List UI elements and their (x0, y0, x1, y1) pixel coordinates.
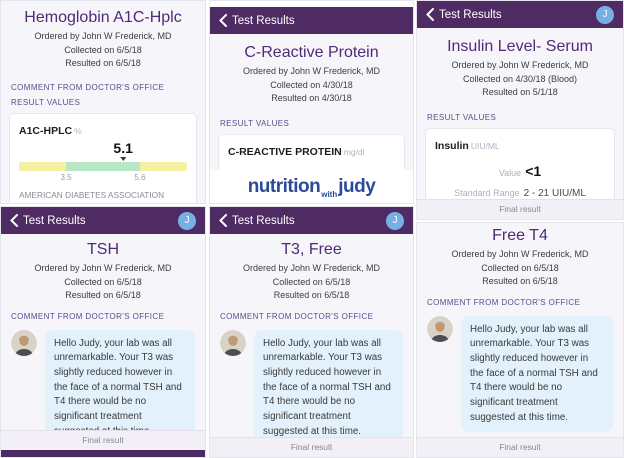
back-chevron-icon (219, 214, 227, 227)
final-result-status: Final result (417, 437, 623, 457)
resulted-on: Resulted on 6/5/18 (65, 290, 141, 300)
standard-range-value: 2 - 21 UIU/ML (523, 187, 586, 199)
ordered-by: Ordered by John W Frederick, MD (451, 60, 589, 70)
doctor-comment: Hello Judy, your lab was all unremarkabl… (220, 329, 403, 447)
result-notes: AMERICAN DIABETES ASSOCIATION GUIDELINES… (19, 189, 165, 204)
result-name: A1C-HPLC (19, 124, 73, 137)
comment-bubble: Hello Judy, your lab was all unremarkabl… (45, 329, 195, 447)
profile-avatar[interactable]: J (386, 211, 404, 230)
ordered-by: Ordered by John W Frederick, MD (34, 31, 172, 41)
bottom-bar (1, 450, 205, 457)
result-card: A1C-HPLC% 5.1 3.5 5.6 AMERICAN DIABETES … (9, 112, 197, 204)
page-title: C-Reactive Protein (244, 44, 379, 61)
result-value: <1 (525, 162, 542, 179)
resulted-on: Resulted on 5/1/18 (482, 87, 558, 97)
result-unit: % (74, 125, 82, 136)
nav-title: Test Results (232, 214, 295, 227)
panel-tsh: Test Results J TSH Ordered by John W Fre… (0, 206, 206, 458)
resulted-on: Resulted on 4/30/18 (271, 93, 352, 103)
page-title: Hemoglobin A1C-Hplc (24, 9, 182, 26)
comment-bubble: Hello Judy, your lab was all unremarkabl… (461, 315, 613, 433)
ordered-by: Ordered by John W Frederick, MD (242, 66, 381, 76)
back-button[interactable]: Test Results (219, 14, 295, 27)
back-button[interactable]: Test Results (10, 214, 86, 227)
panel-hemoglobin-a1c: Hemoglobin A1C-Hplc Ordered by John W Fr… (0, 0, 206, 204)
watermark-logo: nutrition with judy (210, 170, 413, 203)
comment-section-label: COMMENT FROM DOCTOR'S OFFICE (220, 311, 374, 321)
panel-insulin-serum: Test Results J Insulin Level- Serum Orde… (416, 0, 624, 220)
page-title: Insulin Level- Serum (447, 38, 593, 55)
doctor-comment: Hello Judy, your lab was all unremarkabl… (427, 315, 613, 433)
nav-bar: Test Results J (1, 207, 205, 234)
order-meta: Ordered by John W Frederick, MD Collecte… (1, 30, 205, 71)
back-button[interactable]: Test Results (219, 214, 295, 227)
ordered-by: Ordered by John W Frederick, MD (34, 263, 172, 273)
nav-bar: Test Results (210, 7, 413, 34)
profile-avatar[interactable]: J (178, 211, 196, 230)
comment-bubble: Hello Judy, your lab was all unremarkabl… (254, 329, 403, 447)
result-section-label: RESULT VALUES (427, 112, 497, 122)
collected-on: Collected on 6/5/18 (481, 262, 559, 273)
nav-bar: Test Results J (417, 1, 623, 28)
resulted-on: Resulted on 6/5/18 (65, 58, 141, 68)
result-unit: mg/dl (343, 146, 365, 157)
range-bar (19, 161, 187, 171)
panel-c-reactive-protein: Test Results C-Reactive Protein Ordered … (209, 0, 414, 204)
collected-on: Collected on 6/5/18 (64, 276, 142, 287)
doctor-avatar (220, 329, 246, 356)
result-section-label: RESULT VALUES (11, 97, 81, 107)
result-value: 5.1 (113, 139, 133, 156)
back-chevron-icon (219, 14, 227, 27)
range-high-label: 5.6 (134, 172, 146, 182)
back-button[interactable]: Test Results (426, 8, 502, 21)
range-gauge: 5.1 (19, 141, 187, 171)
final-result-status: Final result (1, 430, 205, 450)
page-title: Free T4 (492, 227, 548, 244)
order-meta: Ordered by John W Frederick, MD Collecte… (1, 262, 205, 303)
final-result-status: Final result (210, 437, 413, 457)
value-label: Value (498, 167, 522, 178)
page-title: TSH (87, 241, 119, 258)
collected-on: Collected on 6/5/18 (64, 44, 142, 55)
final-result-status: Final result (417, 199, 623, 219)
nav-title: Test Results (439, 8, 502, 21)
result-marker: 5.1 (113, 139, 133, 161)
comment-section-label: COMMENT FROM DOCTOR'S OFFICE (11, 311, 165, 321)
nav-bar: Test Results J (210, 207, 413, 234)
marker-caret-icon (120, 156, 127, 161)
back-chevron-icon (426, 8, 434, 21)
panel-free-t4: Free T4 Ordered by John W Frederick, MD … (416, 222, 624, 458)
ordered-by: Ordered by John W Frederick, MD (451, 249, 589, 259)
doctor-comment: Hello Judy, your lab was all unremarkabl… (11, 329, 195, 447)
doctor-avatar (11, 329, 37, 356)
collected-on: Collected on 4/30/18 (Blood) (462, 73, 578, 84)
collected-on: Collected on 4/30/18 (270, 79, 353, 90)
order-meta: Ordered by John W Frederick, MD Collecte… (210, 65, 413, 106)
panel-t3-free: Test Results J T3, Free Ordered by John … (209, 206, 414, 458)
comment-section-label: COMMENT FROM DOCTOR'S OFFICE (11, 82, 165, 92)
result-section-label: RESULT VALUES (220, 118, 290, 128)
nav-title: Test Results (232, 14, 295, 27)
nav-title: Test Results (23, 214, 86, 227)
profile-avatar[interactable]: J (596, 5, 614, 24)
page-title: T3, Free (281, 241, 342, 258)
standard-range-label: Standard Range (454, 187, 520, 198)
resulted-on: Resulted on 6/5/18 (273, 290, 350, 300)
range-low-label: 3.5 (60, 172, 72, 182)
resulted-on: Resulted on 6/5/18 (482, 276, 558, 286)
result-name: Insulin (435, 139, 469, 152)
status-strip (210, 1, 413, 7)
back-chevron-icon (10, 214, 18, 227)
order-meta: Ordered by John W Frederick, MD Collecte… (417, 59, 623, 100)
collected-on: Collected on 6/5/18 (272, 276, 351, 287)
order-meta: Ordered by John W Frederick, MD Collecte… (210, 262, 413, 303)
result-unit: UIU/ML (470, 140, 500, 151)
ordered-by: Ordered by John W Frederick, MD (242, 263, 381, 273)
order-meta: Ordered by John W Frederick, MD Collecte… (417, 248, 623, 289)
result-name: C-REACTIVE PROTEIN (228, 145, 342, 158)
doctor-avatar (427, 315, 453, 342)
comment-section-label: COMMENT FROM DOCTOR'S OFFICE (427, 297, 581, 307)
